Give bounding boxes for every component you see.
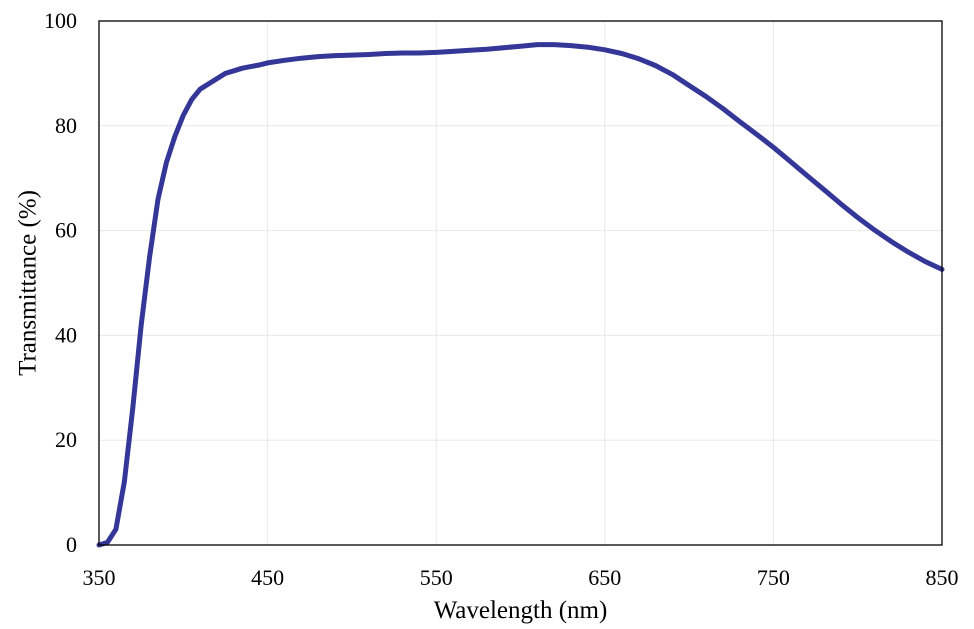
x-tick-label: 650 xyxy=(588,565,621,590)
transmittance-line xyxy=(96,42,945,548)
x-tick-label: 450 xyxy=(251,565,284,590)
y-tick-label: 100 xyxy=(44,8,77,33)
x-axis-title: Wavelength (nm) xyxy=(434,597,608,624)
x-tick-label: 750 xyxy=(757,565,790,590)
y-tick-labels: 0 20 40 60 80 100 xyxy=(44,8,77,557)
y-tick-label: 80 xyxy=(55,113,77,138)
y-tick-label: 40 xyxy=(55,322,77,347)
x-tick-label: 550 xyxy=(420,565,453,590)
series-layer xyxy=(96,42,945,548)
y-tick-label: 0 xyxy=(66,532,77,557)
x-tick-labels: 350 450 550 650 750 850 xyxy=(83,565,959,590)
y-tick-label: 60 xyxy=(55,218,77,243)
plot-frame xyxy=(98,20,943,546)
y-axis-title: Transmittance (%) xyxy=(15,190,42,376)
gridlines xyxy=(98,20,943,546)
x-tick-label: 350 xyxy=(83,565,116,590)
x-tick-label: 850 xyxy=(926,565,959,590)
y-tick-label: 20 xyxy=(55,427,77,452)
